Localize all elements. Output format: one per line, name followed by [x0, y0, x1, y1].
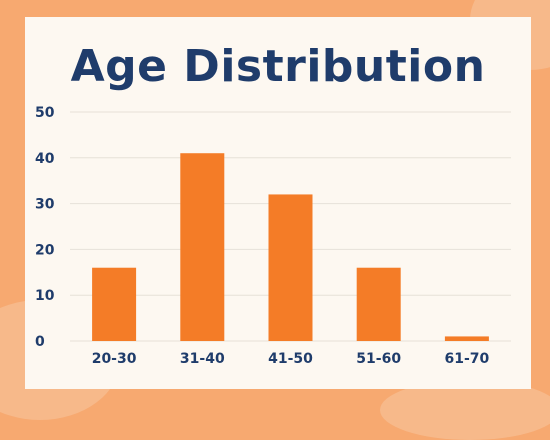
chart-title: Age Distribution — [70, 41, 486, 92]
x-tick-label: 31-40 — [180, 351, 225, 367]
x-tick-label: 51-60 — [356, 351, 401, 367]
x-tick-label: 41-50 — [268, 351, 313, 367]
x-tick-label: 20-30 — [92, 351, 137, 367]
y-tick-label: 50 — [35, 105, 55, 121]
y-tick-label: 20 — [35, 242, 55, 258]
x-tick-label: 61-70 — [445, 351, 490, 367]
bar-31-40 — [180, 153, 225, 341]
bar-20-30 — [92, 267, 137, 341]
bar-chart: 0 10 20 30 40 50 20-30 31-40 41-50 51-60 61-70 — [35, 105, 511, 367]
y-tick-label: 40 — [35, 151, 55, 167]
y-tick-label: 30 — [35, 197, 55, 213]
bar-51-60 — [356, 267, 401, 341]
chart-card: Age Distribution 0 10 20 30 40 50 20-30 31-40 41… — [25, 17, 531, 389]
y-tick-label: 0 — [35, 334, 45, 350]
bar-41-50 — [268, 194, 313, 341]
y-tick-label: 10 — [35, 288, 55, 304]
bar-61-70 — [444, 336, 489, 341]
